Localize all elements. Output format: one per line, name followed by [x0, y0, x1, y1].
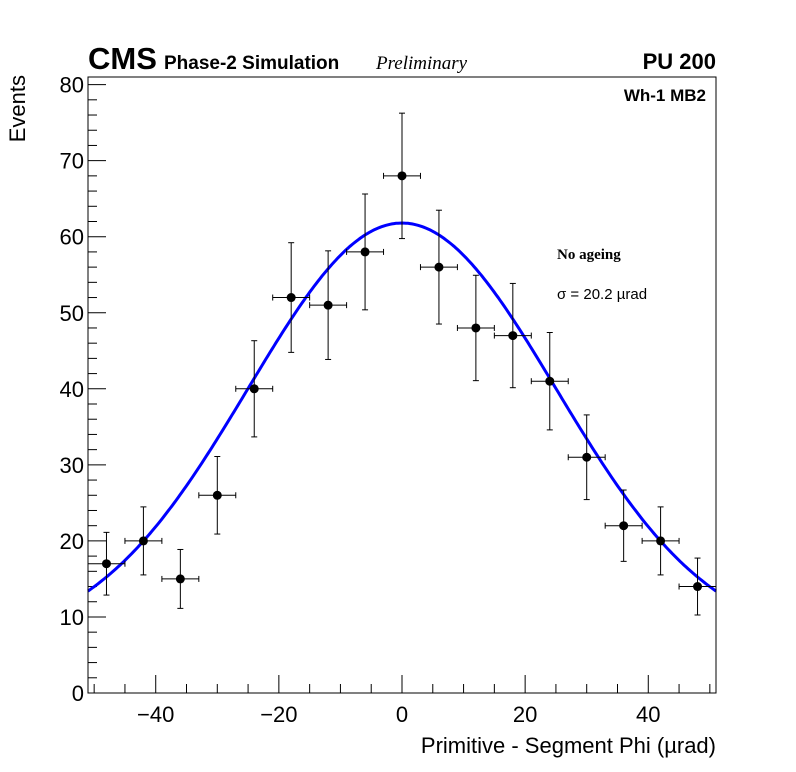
preliminary-label: Preliminary — [375, 53, 468, 74]
data-point — [161, 548, 200, 609]
data-point — [530, 332, 569, 431]
data-point — [235, 340, 274, 438]
data-point — [198, 455, 237, 535]
x-tick-label: −20 — [260, 702, 297, 727]
x-tick-label: 20 — [513, 702, 537, 727]
data-point — [493, 282, 532, 389]
data-point — [641, 506, 680, 576]
plot-frame — [87, 76, 717, 694]
data-marker — [619, 521, 629, 531]
data-marker — [397, 171, 407, 181]
y-tick-label: 60 — [60, 225, 84, 250]
x-tick-label: −40 — [137, 702, 174, 727]
data-marker — [101, 559, 111, 569]
subtitle-label: Phase-2 Simulation — [164, 53, 339, 74]
y-tick-label: 0 — [72, 681, 84, 706]
x-axis-label: Primitive - Segment Phi (µrad) — [421, 733, 716, 758]
data-point — [383, 112, 421, 240]
y-tick-label: 20 — [60, 529, 84, 554]
data-point — [272, 242, 311, 353]
data-marker — [212, 490, 222, 500]
annotation-sigma: σ = 20.2 µrad — [557, 286, 647, 303]
axes: −40 −20 0 20 40 0 10 20 30 40 50 60 70 80 — [60, 73, 711, 727]
data-point — [604, 489, 643, 562]
y-tick-label: 50 — [60, 301, 84, 326]
annotation-ageing: No ageing — [557, 247, 621, 263]
y-axis-label: Events — [5, 75, 30, 142]
y-tick-label: 80 — [60, 73, 84, 98]
data-marker — [175, 574, 185, 584]
data-marker — [471, 323, 481, 333]
data-marker — [434, 262, 444, 272]
data-point — [567, 414, 606, 501]
data-marker — [545, 376, 555, 386]
region-label: Wh-1 MB2 — [624, 86, 706, 105]
x-tick-label: 40 — [636, 702, 660, 727]
data-marker — [249, 384, 259, 394]
y-tick-label: 70 — [60, 149, 84, 174]
data-marker — [323, 300, 333, 310]
data-marker — [656, 536, 666, 546]
data-point — [124, 506, 163, 576]
data-marker — [582, 452, 592, 462]
data-marker — [508, 331, 518, 341]
y-tick-label: 40 — [60, 377, 84, 402]
data-marks — [87, 112, 717, 616]
y-tick-label: 30 — [60, 453, 84, 478]
cms-label: CMS — [88, 41, 157, 76]
data-marker — [693, 582, 703, 592]
x-tick-label: 0 — [396, 702, 408, 727]
data-marker — [360, 247, 370, 257]
data-point — [419, 209, 458, 325]
data-marker — [286, 293, 296, 303]
data-point — [456, 274, 495, 382]
pileup-label: PU 200 — [643, 49, 716, 74]
data-marker — [138, 536, 148, 546]
data-point — [346, 193, 385, 311]
y-tick-label: 10 — [60, 605, 84, 630]
data-point — [309, 250, 348, 360]
fit-curve — [87, 221, 717, 593]
